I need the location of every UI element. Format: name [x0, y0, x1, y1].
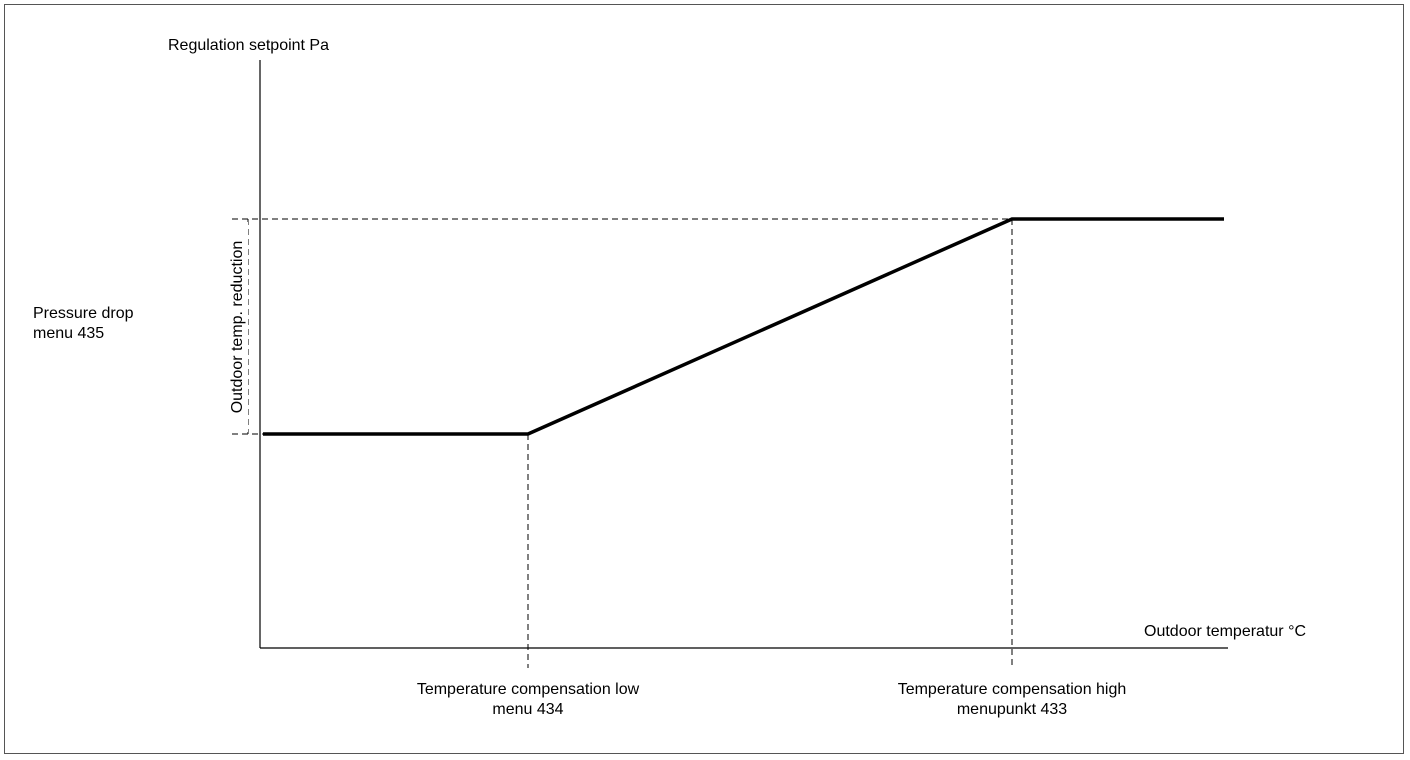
outdoor-temp-reduction-label: Outdoor temp. reduction: [228, 222, 248, 432]
temp-comp-high-line1: Temperature compensation high: [897, 681, 1127, 698]
temp-comp-low-label: Temperature compensation low menu 434: [378, 680, 678, 720]
temp-comp-high-line2: menupunkt 433: [956, 701, 1068, 718]
y-axis-label: Regulation setpoint Pa: [168, 37, 329, 54]
pressure-drop-label: Pressure drop menu 435: [33, 304, 134, 344]
setpoint-curve: [263, 217, 1224, 436]
pressure-drop-line1: Pressure drop: [33, 305, 134, 322]
temp-comp-low-line2: menu 434: [492, 701, 564, 718]
temp-comp-low-line1: Temperature compensation low: [416, 681, 640, 698]
x-axis-label: Outdoor temperatur °C: [1144, 623, 1307, 640]
diagram-frame: [4, 4, 1404, 754]
pressure-drop-line2: menu 435: [33, 325, 105, 342]
temp-comp-high-label: Temperature compensation high menupunkt …: [852, 680, 1172, 720]
